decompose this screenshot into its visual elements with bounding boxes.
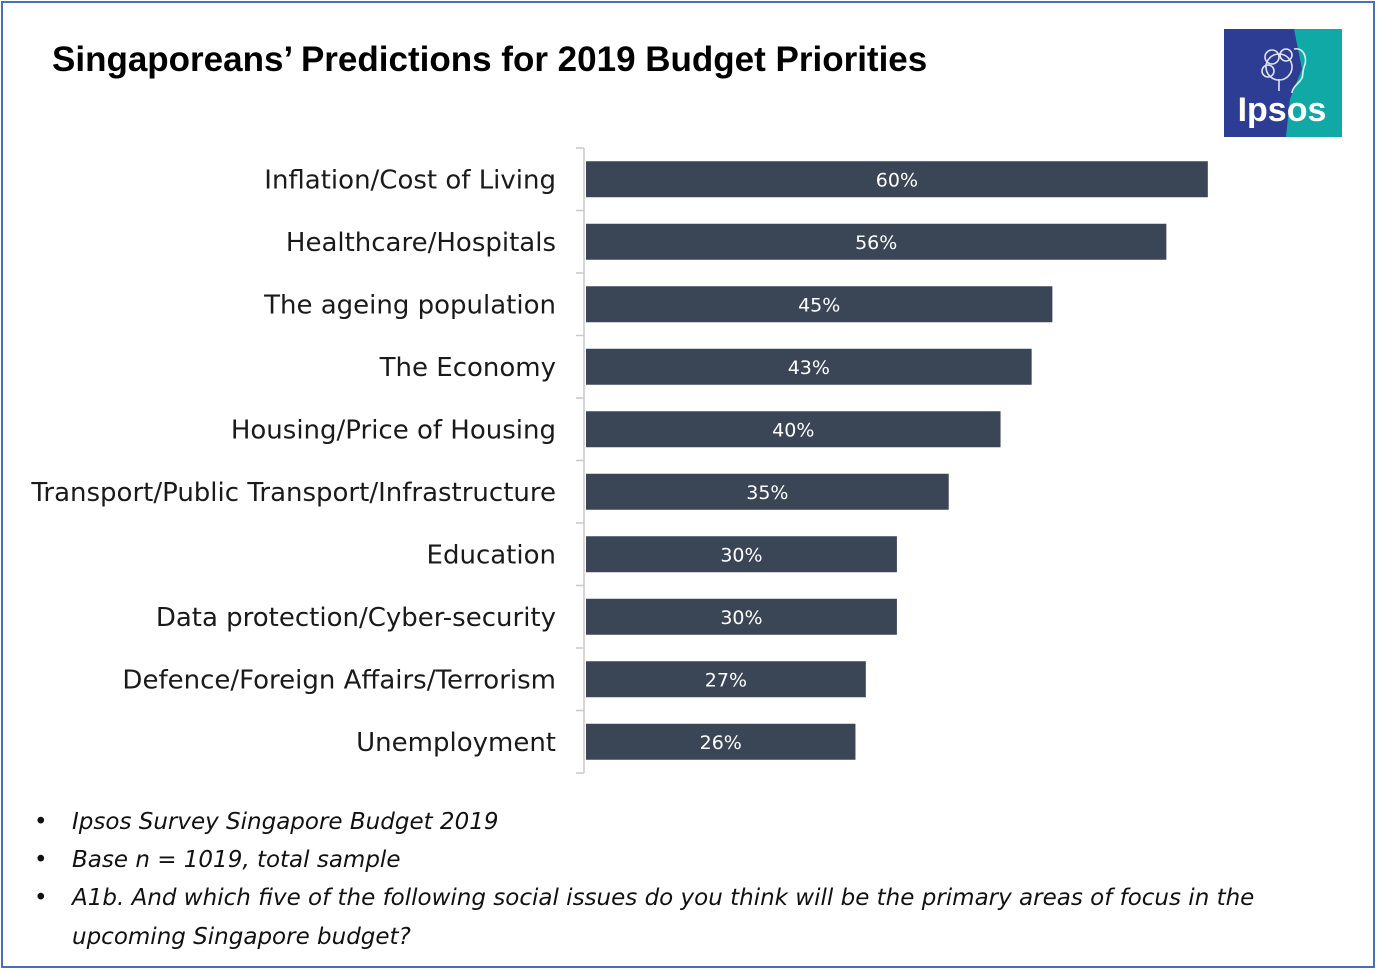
footnote-text: Base n = 1019, total sample	[72, 847, 401, 873]
category-label: Data protection/Cyber-security	[156, 603, 556, 633]
data-label: 60%	[876, 169, 918, 191]
data-label: 45%	[798, 294, 840, 316]
bullet-icon: •	[34, 847, 48, 873]
bar	[586, 598, 897, 635]
logo-text: Ipsos	[1238, 91, 1327, 129]
category-label: Healthcare/Hospitals	[286, 228, 556, 258]
footnote-text: Ipsos Survey Singapore Budget 2019	[72, 809, 499, 835]
data-label: 26%	[700, 732, 742, 754]
bar	[586, 536, 897, 573]
category-label: Education	[427, 540, 556, 570]
bar-chart: Inflation/Cost of Living Healthcare/Hospi…	[30, 147, 1208, 774]
bullet-icon: •	[34, 809, 48, 835]
bar	[586, 348, 1032, 385]
data-label: 40%	[772, 419, 814, 441]
bar	[586, 286, 1053, 323]
footnote-text: A1b. And which five of the following soc…	[72, 885, 1255, 950]
category-label: Housing/Price of Housing	[231, 415, 556, 445]
bar	[586, 223, 1167, 260]
bar	[586, 411, 1001, 448]
ipsos-logo-icon: Ipsos	[1224, 29, 1342, 137]
bar	[586, 161, 1208, 198]
chart-title: Singaporeans’ Predictions for 2019 Budge…	[52, 40, 928, 79]
data-label: 35%	[746, 482, 788, 504]
data-label: 30%	[720, 607, 762, 629]
bullet-icon: •	[34, 885, 48, 911]
data-label: 30%	[720, 544, 762, 566]
category-label: Defence/Foreign Affairs/Terrorism	[122, 665, 556, 695]
bar	[586, 661, 866, 698]
data-label: 27%	[705, 669, 747, 691]
category-label: Inflation/Cost of Living	[264, 165, 556, 195]
bar	[586, 473, 949, 510]
category-label: The ageing population	[263, 290, 556, 320]
data-label: 43%	[788, 357, 830, 379]
category-label: The Economy	[379, 353, 556, 383]
category-label: Transport/Public Transport/Infrastructur…	[30, 478, 556, 508]
category-label: Unemployment	[356, 728, 556, 758]
bar	[586, 723, 856, 760]
data-label: 56%	[855, 232, 897, 254]
